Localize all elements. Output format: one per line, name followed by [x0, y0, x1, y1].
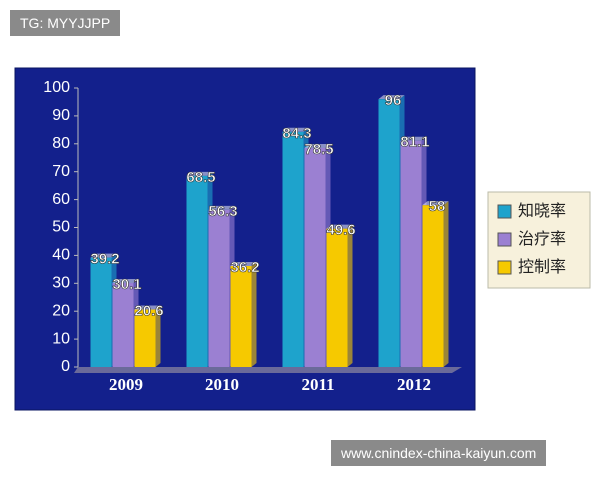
y-tick-label: 10: [52, 330, 70, 347]
bar-top: [186, 171, 213, 176]
data-label: 68.5: [186, 169, 215, 186]
bar-top: [90, 253, 117, 258]
y-tick-label: 70: [52, 163, 70, 180]
data-label: 20.6: [134, 302, 163, 319]
data-label: 56.3: [208, 203, 237, 220]
legend-label: 治疗率: [518, 230, 566, 248]
bar: [378, 99, 400, 367]
watermark-top: TG: MYYJJPP: [10, 10, 121, 36]
bar: [400, 140, 422, 367]
bar-top: [378, 95, 405, 100]
y-tick-label: 100: [43, 79, 70, 96]
bar: [186, 175, 208, 367]
bar-top: [112, 279, 139, 284]
bar: [422, 205, 444, 367]
bar-top: [134, 305, 161, 310]
bar-top: [400, 136, 427, 141]
bar-side: [251, 262, 257, 367]
bar: [326, 228, 348, 367]
bar: [282, 131, 304, 367]
data-label: 30.1: [112, 276, 141, 293]
legend-swatch: [497, 260, 512, 275]
x-tick-label: 2009: [109, 375, 143, 394]
bar: [230, 266, 252, 367]
legend-swatch: [497, 232, 512, 247]
bar: [304, 147, 326, 367]
bar: [90, 257, 112, 367]
legend-label: 控制率: [518, 258, 566, 276]
y-tick-label: 80: [52, 135, 70, 152]
bar-top: [326, 224, 353, 229]
y-tick-label: 60: [52, 191, 70, 208]
watermark-bottom: www.cnindex-china-kaiyun.com: [331, 440, 547, 466]
bar-top: [208, 205, 235, 210]
y-tick-label: 20: [52, 302, 70, 319]
bar-top: [422, 201, 449, 206]
y-tick-label: 90: [52, 107, 70, 124]
x-tick-label: 2012: [397, 375, 431, 394]
y-tick-label: 30: [52, 275, 70, 292]
bar-side: [155, 305, 161, 367]
bar: [112, 283, 134, 367]
bar: [134, 309, 156, 367]
y-tick-label: 40: [52, 247, 70, 264]
x-tick-label: 2010: [205, 375, 239, 394]
bar-side: [347, 224, 353, 367]
floor: [74, 367, 462, 373]
bar-top: [282, 127, 309, 132]
legend-swatch: [497, 204, 512, 219]
data-label: 58: [429, 198, 446, 215]
y-tick-label: 0: [61, 358, 70, 375]
bar-top: [304, 143, 331, 148]
data-label: 78.5: [304, 141, 333, 158]
data-label: 84.3: [282, 125, 311, 142]
y-tick-label: 50: [52, 219, 70, 236]
x-tick-label: 2011: [301, 375, 334, 394]
data-label: 39.2: [90, 251, 119, 268]
data-label: 81.1: [400, 134, 429, 151]
data-label: 49.6: [326, 222, 355, 239]
bar-top: [230, 262, 257, 267]
data-label: 36.2: [230, 259, 259, 276]
data-label: 96: [385, 92, 402, 109]
bar-side: [443, 201, 449, 367]
legend-label: 知晓率: [518, 202, 566, 220]
bar: [208, 209, 230, 367]
